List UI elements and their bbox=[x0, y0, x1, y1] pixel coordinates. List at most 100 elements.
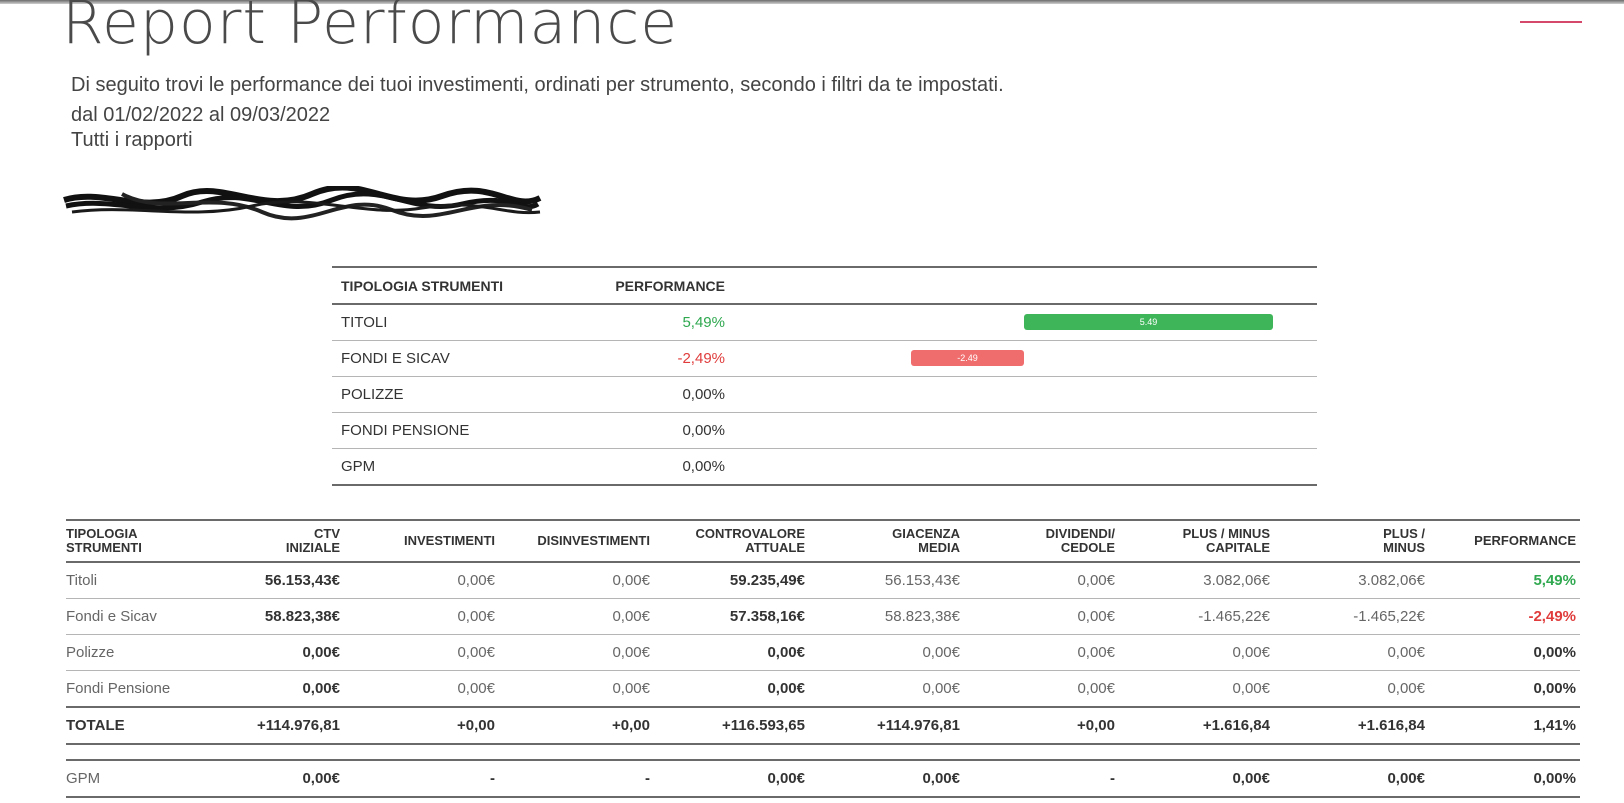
cell-cap: 0,00€ bbox=[1119, 670, 1274, 708]
cell-disinv: 0,00€ bbox=[499, 634, 654, 671]
header-line-2: MINUS bbox=[1383, 540, 1425, 555]
summary-row: TITOLI 5,49% 5.49 bbox=[332, 304, 1317, 341]
header-line-2: MEDIA bbox=[918, 540, 960, 555]
detail-header-current-value: CONTROVALORE ATTUALE bbox=[654, 520, 809, 563]
detail-header-divestments: DISINVESTIMENTI bbox=[499, 520, 654, 563]
header-line-1: INVESTIMENTI bbox=[403, 533, 495, 548]
cell-perf: 0,00% bbox=[1429, 634, 1580, 671]
summary-performance-table: TIPOLOGIA STRUMENTI PERFORMANCE TITOLI 5,… bbox=[332, 266, 1317, 486]
header-line-2: ATTUALE bbox=[745, 540, 805, 555]
header-line-2: CAPITALE bbox=[1205, 540, 1270, 555]
cell-cap: -1.465,22€ bbox=[1119, 598, 1274, 635]
spacer-cell bbox=[66, 744, 1580, 761]
summary-type-label: FONDI PENSIONE bbox=[332, 412, 605, 449]
cell-gain: +1.616,84 bbox=[1274, 706, 1429, 745]
detail-header-type: TIPOLOGIA STRUMENTI bbox=[66, 520, 204, 563]
cell-label: Titoli bbox=[66, 562, 204, 599]
header-line-1: PLUS / MINUS bbox=[1182, 526, 1270, 541]
cell-perf: 5,49% bbox=[1429, 562, 1580, 599]
cell-disinv: 0,00€ bbox=[499, 670, 654, 708]
cell-gain: 0,00€ bbox=[1274, 634, 1429, 671]
cell-label: Polizze bbox=[66, 634, 204, 671]
summary-bar-cell bbox=[734, 448, 1317, 486]
cell-avg: 56.153,43€ bbox=[809, 562, 964, 599]
cell-current: 0,00€ bbox=[654, 634, 809, 671]
cell-avg: 0,00€ bbox=[809, 760, 964, 798]
menu-icon[interactable] bbox=[1520, 21, 1582, 23]
header-line-1: TIPOLOGIA bbox=[66, 526, 138, 541]
performance-bar: 5.49 bbox=[1024, 314, 1273, 330]
cell-cap: 3.082,06€ bbox=[1119, 562, 1274, 599]
total-row: TOTALE +114.976,81 +0,00 +0,00 +116.593,65 +1… bbox=[66, 706, 1580, 745]
cell-gain: -1.465,22€ bbox=[1274, 598, 1429, 635]
page-title: Report Performance bbox=[62, 0, 679, 58]
detail-header-avg-stock: GIACENZA MEDIA bbox=[809, 520, 964, 563]
detail-header-investments: INVESTIMENTI bbox=[344, 520, 499, 563]
gpm-row: GPM 0,00€ - -0,00€ 0,00€ -0,00€ 0,00€ 0,00% bbox=[66, 760, 1580, 798]
redacted-account-scribble bbox=[63, 186, 542, 221]
cell-gain: 0,00€ bbox=[1274, 670, 1429, 708]
cell-current: +116.593,65 bbox=[654, 706, 809, 745]
cell-avg: +114.976,81 bbox=[809, 706, 964, 745]
cell-div: 0,00€ bbox=[964, 598, 1119, 635]
header-line-1: DISINVESTIMENTI bbox=[537, 533, 650, 548]
summary-row: POLIZZE 0,00% bbox=[332, 376, 1317, 413]
summary-performance-value: -2,49% bbox=[605, 340, 734, 377]
detail-header-capital-gain: PLUS / MINUS CAPITALE bbox=[1119, 520, 1274, 563]
cell-ctv: 58.823,38€ bbox=[204, 598, 344, 635]
cell-current: 0,00€ bbox=[654, 670, 809, 708]
table-row: Titoli 56.153,43€ 0,00€ 0,00€ 59.235,49€ 56.1… bbox=[66, 562, 1580, 599]
cell-gain: 0,00€ bbox=[1274, 760, 1429, 798]
cell-current: 59.235,49€ bbox=[654, 562, 809, 599]
summary-type-label: GPM bbox=[332, 448, 605, 486]
cell-cap: 0,00€ bbox=[1119, 760, 1274, 798]
summary-header-row: TIPOLOGIA STRUMENTI PERFORMANCE bbox=[332, 267, 1317, 305]
cell-div: 0,00€ bbox=[964, 562, 1119, 599]
cell-inv: 0,00€ bbox=[344, 634, 499, 671]
summary-performance-value: 0,00% bbox=[605, 448, 734, 486]
cell-perf: 0,00% bbox=[1429, 670, 1580, 708]
cell-disinv: - bbox=[499, 760, 654, 798]
summary-performance-value: 5,49% bbox=[605, 304, 734, 341]
summary-bar-cell bbox=[734, 412, 1317, 449]
cell-inv: 0,00€ bbox=[344, 562, 499, 599]
cell-gain: 3.082,06€ bbox=[1274, 562, 1429, 599]
summary-type-label: POLIZZE bbox=[332, 376, 605, 413]
cell-disinv: 0,00€ bbox=[499, 562, 654, 599]
summary-row: GPM 0,00% bbox=[332, 448, 1317, 486]
cell-div: 0,00€ bbox=[964, 670, 1119, 708]
cell-cap: +1.616,84 bbox=[1119, 706, 1274, 745]
summary-performance-value: 0,00% bbox=[605, 412, 734, 449]
table-row: Polizze 0,00€ 0,00€ 0,00€ 0,00€ 0,00€ 0,00€ 0,0… bbox=[66, 634, 1580, 671]
table-spacer bbox=[66, 744, 1580, 761]
summary-performance-value: 0,00% bbox=[605, 376, 734, 413]
summary-bar-cell bbox=[734, 376, 1317, 413]
header-line-1: CTV bbox=[314, 526, 340, 541]
cell-perf: 0,00% bbox=[1429, 760, 1580, 798]
cell-label: GPM bbox=[66, 760, 204, 798]
cell-current: 0,00€ bbox=[654, 760, 809, 798]
summary-header-performance: PERFORMANCE bbox=[605, 267, 734, 305]
cell-div: - bbox=[964, 760, 1119, 798]
header-line-1: GIACENZA bbox=[892, 526, 960, 541]
page-description: Di seguito trovi le performance dei tuoi… bbox=[71, 74, 1004, 96]
cell-avg: 58.823,38€ bbox=[809, 598, 964, 635]
cell-perf: 1,41% bbox=[1429, 706, 1580, 745]
header-line-2: INIZIALE bbox=[285, 540, 340, 555]
detail-header-ctv-initial: CTV INIZIALE bbox=[204, 520, 344, 563]
period-range: dal 01/02/2022 al 09/03/2022 bbox=[71, 104, 331, 126]
summary-type-label: TITOLI bbox=[332, 304, 605, 341]
cell-ctv: 0,00€ bbox=[204, 634, 344, 671]
cell-ctv: 0,00€ bbox=[204, 760, 344, 798]
cell-inv: +0,00 bbox=[344, 706, 499, 745]
cell-inv: 0,00€ bbox=[344, 670, 499, 708]
detail-header-gain: PLUS / MINUS bbox=[1274, 520, 1429, 563]
cell-ctv: 56.153,43€ bbox=[204, 562, 344, 599]
header-line-2: CEDOLE bbox=[1060, 540, 1115, 555]
cell-avg: 0,00€ bbox=[809, 670, 964, 708]
header-line-1: CONTROVALORE bbox=[695, 526, 805, 541]
summary-header-type: TIPOLOGIA STRUMENTI bbox=[332, 267, 605, 305]
cell-label: TOTALE bbox=[66, 706, 204, 745]
cell-avg: 0,00€ bbox=[809, 634, 964, 671]
table-row: Fondi e Sicav 58.823,38€ 0,00€ 0,00€ 57.358,… bbox=[66, 598, 1580, 635]
